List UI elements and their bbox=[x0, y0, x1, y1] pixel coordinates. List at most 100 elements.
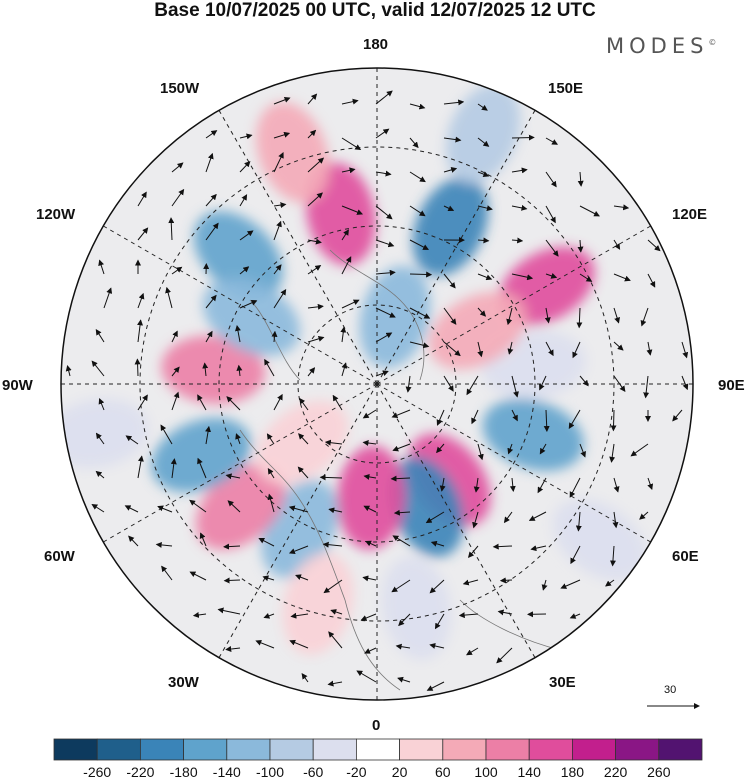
wind-arrow bbox=[341, 362, 348, 377]
wind-arrow bbox=[409, 103, 426, 110]
wind-arrow bbox=[477, 307, 487, 317]
wind-arrow bbox=[197, 394, 207, 411]
wind-arrow bbox=[477, 103, 488, 111]
modes-logo: MODES© bbox=[606, 34, 716, 58]
anomaly-blob bbox=[389, 457, 464, 557]
anomaly-blob bbox=[256, 400, 349, 485]
label-90e: 90E bbox=[718, 377, 745, 394]
wind-arrow bbox=[429, 643, 445, 649]
wind-arrow bbox=[375, 128, 390, 139]
wind-arrow bbox=[91, 360, 105, 377]
wind-arrow bbox=[202, 362, 209, 377]
wind-arrow bbox=[511, 134, 535, 141]
wind-arrow bbox=[646, 341, 653, 356]
wind-arrow bbox=[569, 477, 581, 498]
wind-arrow bbox=[643, 375, 650, 399]
wind-arrow bbox=[492, 543, 513, 550]
wind-arrow bbox=[273, 264, 282, 275]
wind-arrow bbox=[217, 607, 241, 615]
latitude-circle bbox=[139, 146, 615, 622]
wind-arrow bbox=[613, 273, 631, 282]
wind-arrow bbox=[227, 500, 241, 513]
wind-arrow bbox=[307, 157, 325, 173]
colorbar-swatch bbox=[658, 738, 703, 761]
colorbar-tick-label: -180 bbox=[169, 764, 198, 780]
wind-arrow bbox=[295, 574, 309, 581]
wind-arrow bbox=[605, 579, 615, 587]
wind-arrow bbox=[341, 137, 362, 151]
wind-arrow bbox=[393, 509, 411, 516]
wind-arrow bbox=[640, 307, 649, 327]
wind-arrow bbox=[332, 394, 343, 411]
wind-arrow bbox=[199, 532, 207, 547]
wind-arrow bbox=[327, 680, 343, 687]
wind-arrow bbox=[125, 435, 139, 445]
wind-arrow bbox=[362, 440, 377, 447]
wind-arrow bbox=[375, 332, 393, 343]
wind-arrow bbox=[322, 541, 343, 548]
wind-arrow bbox=[124, 505, 139, 513]
wind-arrow bbox=[301, 673, 309, 683]
wind-arrow bbox=[579, 375, 589, 387]
wind-arrow bbox=[477, 273, 493, 281]
wind-arrow bbox=[299, 397, 309, 411]
anomaly-blob bbox=[445, 84, 521, 184]
wind-arrow bbox=[647, 477, 654, 491]
wind-arrow bbox=[341, 299, 360, 309]
wind-arrow bbox=[579, 205, 600, 217]
wind-arrow bbox=[134, 358, 141, 377]
wind-arrow bbox=[613, 477, 620, 493]
wind-arrow bbox=[91, 503, 105, 513]
wind-arrow bbox=[273, 220, 282, 241]
wind-arrow bbox=[409, 271, 433, 278]
wind-arrow bbox=[235, 433, 241, 445]
wind-arrow bbox=[95, 470, 105, 479]
colorbar bbox=[53, 738, 703, 761]
wind-arrow bbox=[103, 287, 113, 309]
colorbar-swatch bbox=[226, 738, 271, 761]
wind-arrow bbox=[430, 540, 445, 547]
wind-arrow bbox=[577, 239, 584, 253]
wind-arrow bbox=[434, 613, 445, 630]
wind-arrow bbox=[205, 193, 217, 207]
wind-arrow bbox=[375, 307, 396, 318]
wind-arrow bbox=[266, 433, 275, 445]
wind-arrow bbox=[409, 239, 429, 250]
colorbar-swatch bbox=[399, 738, 444, 761]
wind-arrow bbox=[477, 171, 490, 177]
wind-arrow bbox=[289, 639, 309, 649]
wind-arrow bbox=[273, 131, 291, 139]
wind-arrow bbox=[390, 475, 411, 482]
anomaly-blob bbox=[381, 556, 452, 660]
wind-arrow bbox=[239, 194, 248, 207]
wind-arrow bbox=[609, 443, 616, 463]
wind-arrow bbox=[298, 433, 309, 445]
colorbar-tick-label: -220 bbox=[126, 764, 155, 780]
wind-arrow bbox=[307, 192, 323, 207]
label-60w: 60W bbox=[44, 548, 75, 565]
wind-arrow bbox=[375, 170, 392, 177]
colorbar-swatch bbox=[615, 738, 660, 761]
wind-arrow bbox=[239, 299, 258, 309]
wind-arrow bbox=[262, 575, 275, 582]
wind-arrow bbox=[511, 167, 528, 174]
wind-arrow bbox=[545, 137, 559, 145]
wind-arrow bbox=[579, 273, 593, 282]
wind-arrow bbox=[409, 137, 419, 149]
wind-arrow bbox=[477, 341, 484, 358]
wind-arrow bbox=[288, 545, 309, 555]
wind-arrow bbox=[171, 330, 178, 343]
wind-arrow bbox=[577, 171, 584, 187]
wind-arrow bbox=[171, 162, 184, 173]
colorbar-tick-label: 260 bbox=[647, 764, 671, 780]
wind-arrow bbox=[543, 409, 550, 433]
wind-arrow bbox=[568, 409, 581, 430]
wind-arrow bbox=[165, 286, 173, 309]
wind-arrow bbox=[579, 443, 586, 458]
wind-arrow bbox=[462, 579, 479, 586]
wind-arrow bbox=[443, 99, 465, 106]
wind-arrow bbox=[205, 330, 213, 343]
wind-arrow bbox=[364, 647, 377, 654]
wind-arrow bbox=[539, 443, 547, 455]
